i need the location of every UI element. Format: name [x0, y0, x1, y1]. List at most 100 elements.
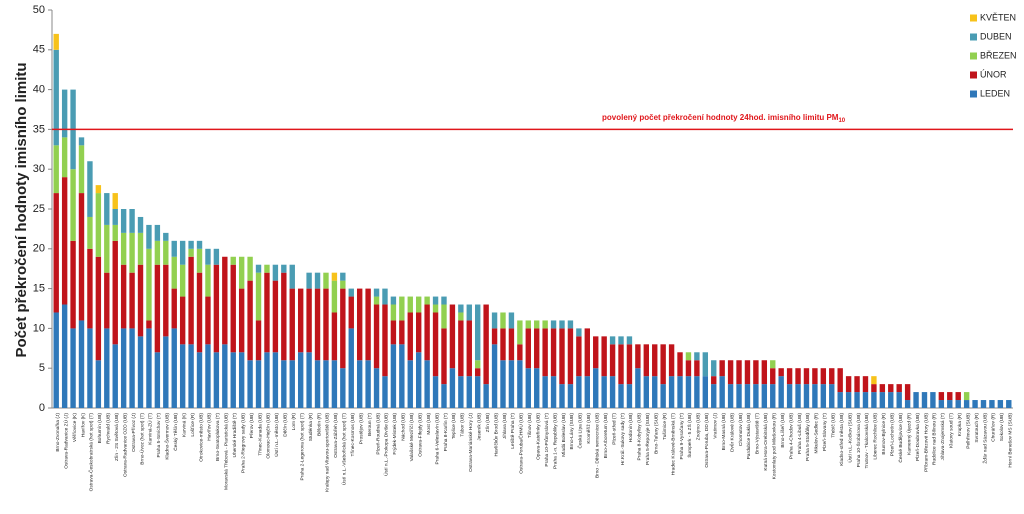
- x-tick-label: Churáňov (R): [991, 413, 997, 442]
- bar-segment: [980, 400, 987, 408]
- bar-segment: [70, 169, 76, 241]
- bar-segment: [525, 328, 531, 369]
- bar-segment: [888, 384, 894, 393]
- bar-segment: [635, 368, 641, 408]
- bar-segment: [340, 288, 346, 369]
- bar-segment: [837, 368, 843, 393]
- y-tick-label: 40: [33, 84, 45, 96]
- bar-segment: [53, 145, 59, 194]
- bar-segment: [314, 288, 321, 361]
- bar-segment: [399, 344, 405, 408]
- bar-segment: [803, 384, 810, 408]
- bar-segment: [449, 368, 456, 408]
- bar-segment: [432, 296, 439, 305]
- bar-segment: [770, 384, 776, 408]
- bar-segment: [399, 296, 405, 321]
- x-tick-label: Ostrava-Mariánské Hory (J): [468, 413, 474, 472]
- x-tick-label: Horní Benešov MS (SUB): [1008, 413, 1014, 468]
- bar-segment: [137, 264, 144, 337]
- bar-segment: [87, 328, 93, 408]
- x-tick-label: Sokolov (UB): [999, 413, 1005, 442]
- bar-segment: [424, 304, 430, 361]
- bar-segment: [761, 384, 768, 408]
- bar-segment: [500, 328, 506, 361]
- x-tick-label: Jihlava (UB): [502, 413, 508, 440]
- bar-segment: [247, 360, 253, 408]
- bar-segment: [567, 328, 574, 385]
- x-tick-label: Náchod (UB): [401, 413, 407, 441]
- bar-segment: [53, 33, 59, 50]
- x-tick-label: Frýdek-Místek (UB): [392, 413, 398, 455]
- bar-segment: [576, 328, 582, 337]
- bar-segment: [323, 360, 329, 408]
- bar-segment: [913, 392, 919, 408]
- bar-segment: [837, 392, 843, 408]
- bar-segment: [963, 392, 970, 401]
- bar-segment: [652, 376, 658, 408]
- bar-segment: [871, 392, 877, 408]
- bar-segment: [508, 360, 515, 408]
- x-tick-label: Studénka (R): [308, 413, 314, 442]
- bar-segment: [753, 384, 759, 408]
- bar-segment: [390, 296, 397, 305]
- bar-segment: [112, 193, 118, 209]
- bar-segment: [205, 344, 211, 408]
- bar-segment: [146, 248, 152, 321]
- bar-segment: [845, 392, 852, 408]
- bar-segment: [609, 336, 616, 345]
- bar-segment: [896, 384, 902, 393]
- bar-segment: [213, 352, 220, 408]
- x-tick-label: Ostrava-Poruba, DD (UB): [704, 413, 710, 468]
- x-tick-label: Věřňovice (K): [72, 413, 78, 442]
- bar-segment: [323, 288, 329, 361]
- bar-segment: [163, 232, 169, 241]
- bar-segment: [576, 336, 582, 377]
- bar-segment: [685, 352, 692, 361]
- bar-segment: [264, 264, 270, 273]
- bar-segment: [829, 368, 835, 385]
- bar-segment: [348, 288, 354, 297]
- bar-segment: [635, 344, 641, 369]
- bar-segment: [365, 288, 371, 361]
- bar-segment: [196, 240, 203, 249]
- bar-segment: [643, 376, 650, 408]
- bar-segment: [719, 376, 725, 408]
- bar-segment: [829, 384, 835, 408]
- bar-segment: [812, 368, 818, 385]
- x-tick-label: Krupka (R): [957, 413, 963, 437]
- bar-segment: [854, 376, 860, 393]
- y-tick-label: 45: [33, 44, 45, 56]
- bar-segment: [373, 368, 380, 408]
- bar-segment: [281, 264, 287, 273]
- bar-segment: [550, 328, 557, 377]
- bar-segment: [407, 296, 413, 313]
- x-tick-label: Brno-Lány (SUB): [569, 413, 575, 450]
- bar-segment: [407, 360, 413, 408]
- bar-segment: [61, 304, 68, 408]
- bar-segment: [323, 272, 329, 289]
- bar-segment: [415, 352, 422, 408]
- bar-segment: [567, 320, 574, 329]
- x-tick-label: Tábor (UB): [460, 413, 466, 437]
- bar-segment: [694, 360, 700, 377]
- bar-segment: [803, 368, 810, 385]
- bar-segment: [466, 376, 472, 408]
- y-tick-label: 50: [33, 4, 45, 16]
- bar-segment: [137, 216, 144, 233]
- bar-segment: [415, 312, 422, 353]
- bar-segment: [441, 328, 447, 385]
- x-tick-label: Plzeň-Doubravka (UB): [915, 413, 921, 461]
- x-tick-label: Kutná Hora-Orebitská (UB): [763, 413, 769, 471]
- bar-segment: [618, 336, 624, 345]
- x-tick-label: Otrokovice-město (UB): [198, 413, 204, 462]
- bar-segment: [196, 352, 203, 408]
- bar-segment: [466, 320, 472, 377]
- bar-segment: [458, 320, 464, 377]
- x-tick-label: Praha 4-Libuš (UB): [797, 413, 803, 454]
- bar-segment: [660, 344, 666, 385]
- bar-segment: [373, 288, 380, 297]
- x-tick-label: Kladno-střed města (UB): [839, 413, 845, 466]
- x-tick-label: Teplice (UB): [451, 413, 457, 440]
- x-tick-label: Svratouch (R): [974, 413, 980, 443]
- bar-segment: [53, 49, 59, 146]
